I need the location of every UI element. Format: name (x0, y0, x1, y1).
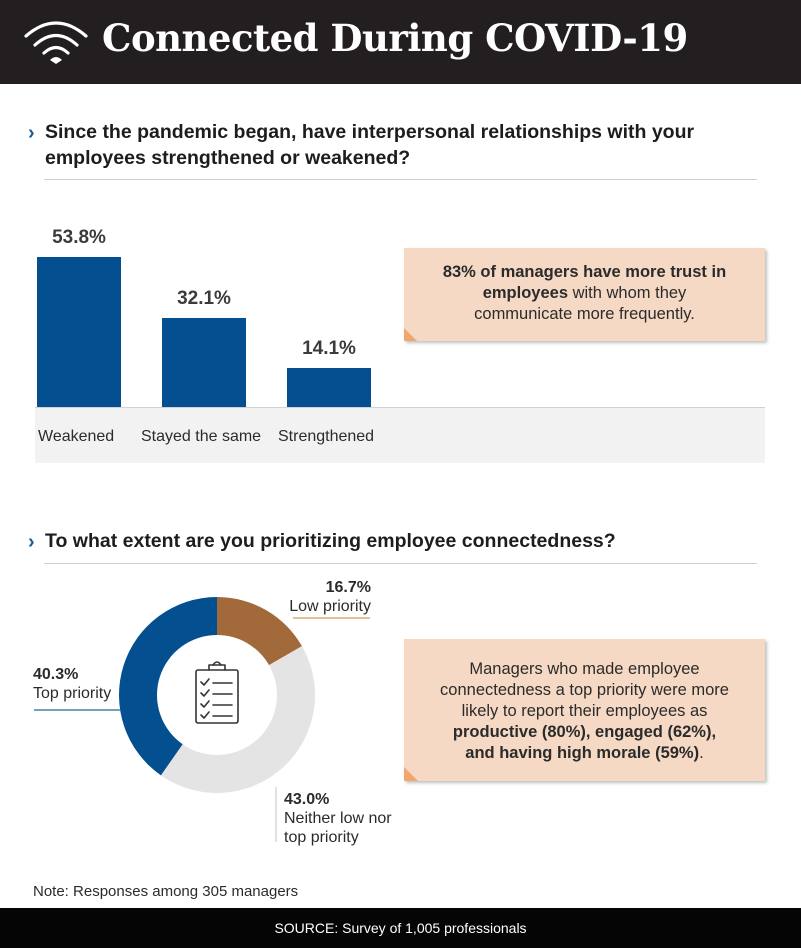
divider (44, 563, 757, 564)
slice-neither (160, 646, 315, 793)
label-neither-name-1: Neither low nor (284, 810, 392, 827)
connectedness-callout-line1: Managers who made employee (469, 660, 700, 678)
connectedness-callout-line3: likely to report their employees as (461, 702, 708, 720)
label-top-priority-pct: 40.3% (33, 666, 79, 683)
bar-strengthened (287, 368, 371, 407)
page-title: Connected During COVID-19 (102, 16, 688, 60)
question-1-line1: Since the pandemic began, have interpers… (45, 121, 695, 143)
slice-top-priority (119, 597, 217, 776)
chevron-right-icon: › (28, 122, 35, 144)
chevron-right-icon: › (28, 531, 35, 553)
connectedness-callout-bold-1: productive (80%), engaged (62%), (452, 723, 717, 741)
label-top-priority-name: Top priority (33, 685, 112, 702)
source: SOURCE: Survey of 1,005 professionals (274, 920, 527, 936)
trust-callout: 83% of managers have more trust in emplo… (404, 248, 765, 341)
label-top-priority: 40.3% Top priority (33, 665, 111, 703)
label-neither: 43.0% Neither low nor top priority (284, 790, 392, 847)
connectedness-callout-bold-2: and having high morale (59%) (465, 744, 700, 762)
connectedness-callout-text: Managers who made employee connectedness… (404, 659, 765, 764)
connectedness-callout: Managers who made employee connectedness… (404, 639, 765, 781)
wifi-icon (24, 21, 88, 64)
trust-callout-line2: with whom they (568, 284, 687, 302)
bar-category-weakened: Weakened (38, 428, 115, 445)
divider (44, 179, 757, 180)
footer-bar (0, 908, 801, 948)
bar-value-weakened: 53.8% (52, 227, 106, 248)
question-1: Since the pandemic began, have interpers… (45, 119, 694, 171)
label-low-priority: 16.7% Low priority (285, 578, 371, 616)
label-neither-name-2: top priority (284, 829, 359, 846)
trust-callout-text: 83% of managers have more trust in emplo… (404, 262, 765, 325)
note: Note: Responses among 305 managers (33, 883, 299, 900)
bar-axis-panel (35, 408, 765, 463)
label-low-priority-pct: 16.7% (325, 579, 371, 596)
donut-chart (119, 597, 315, 793)
bar-category-strengthened: Strengthened (278, 428, 375, 445)
bar-value-stayed-the-same: 32.1% (177, 288, 231, 309)
question-1-line2: employees strengthened or weakened? (45, 147, 411, 169)
connectedness-callout-period: . (699, 744, 704, 762)
trust-callout-line3: communicate more frequently. (474, 305, 695, 323)
bar-stayed-the-same (162, 318, 246, 407)
callout-fold-icon (404, 328, 417, 341)
trust-callout-bold: 83% of managers have more trust in (442, 263, 727, 281)
bar-weakened (37, 257, 121, 407)
bar-value-strengthened: 14.1% (302, 338, 356, 359)
header-banner: Connected During COVID-19 (0, 0, 801, 84)
slice-low-priority (217, 597, 302, 666)
label-low-priority-name: Low priority (289, 598, 371, 615)
bar-baseline (35, 407, 765, 408)
callout-fold-icon (404, 767, 418, 781)
question-2: To what extent are you prioritizing empl… (45, 530, 616, 552)
connectedness-callout-line2: connectedness a top priority were more (440, 681, 729, 699)
label-neither-pct: 43.0% (284, 791, 330, 808)
bar-category-stayed-the-same: Stayed the same (141, 428, 262, 445)
clipboard-checklist-icon (195, 661, 239, 724)
trust-callout-bold-2: employees (482, 284, 568, 302)
